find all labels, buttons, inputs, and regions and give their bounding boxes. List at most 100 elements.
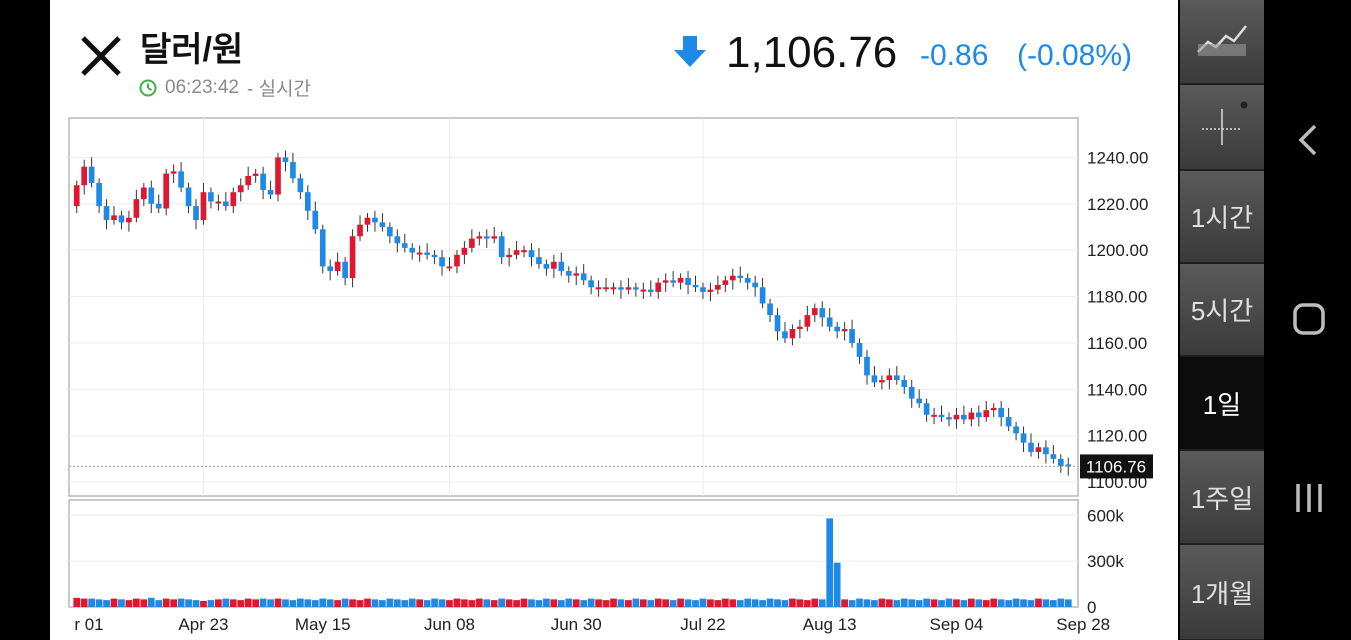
candle-body <box>461 247 468 255</box>
candle-body <box>424 252 430 255</box>
back-button[interactable] <box>1266 120 1351 160</box>
interval-label: 1일 <box>1202 389 1242 420</box>
chart-type-button[interactable] <box>1180 0 1264 84</box>
candle-body <box>767 303 773 316</box>
candle-body <box>1005 417 1012 427</box>
volume-bar <box>222 598 230 607</box>
candle-body <box>379 222 386 227</box>
volume-bar <box>297 598 304 607</box>
chevron-left-icon <box>1298 124 1316 156</box>
candle-body <box>372 217 378 223</box>
candle-body <box>387 226 393 237</box>
candle-body <box>431 254 438 258</box>
candle-body <box>267 189 274 195</box>
volume-bar <box>215 599 222 607</box>
volume-bar <box>244 598 252 607</box>
candle-body <box>961 414 967 420</box>
candle-body <box>595 287 602 290</box>
crosshair-icon <box>1202 101 1248 145</box>
volume-bar <box>125 600 133 607</box>
candle-body <box>811 308 818 316</box>
volume-bar <box>848 600 856 607</box>
candle-body <box>208 192 214 202</box>
candle-body <box>312 210 319 230</box>
volume-bar <box>438 599 446 607</box>
volume-bar <box>684 599 692 607</box>
recent-apps-icon <box>1295 484 1322 512</box>
candle-body <box>819 308 826 318</box>
home-button[interactable] <box>1266 299 1351 339</box>
candle-body <box>834 326 840 332</box>
interval-label: 1시간 <box>1190 203 1254 233</box>
volume-bar <box>967 598 975 607</box>
time-axis-label: May 15 <box>295 615 351 634</box>
candle-body <box>640 289 647 292</box>
interval-1w-button[interactable]: 1주일 <box>1180 451 1264 544</box>
volume-bar <box>610 598 617 607</box>
candle-body <box>886 375 893 381</box>
volume-bar <box>274 598 282 607</box>
volume-axis-label: 0 <box>1087 598 1096 617</box>
volume-bar <box>893 600 901 607</box>
volume-bar <box>602 600 610 607</box>
candle-body <box>774 315 781 332</box>
candle-body <box>327 266 334 272</box>
realtime-label: - 실시간 <box>246 79 312 100</box>
volume-bar <box>789 598 796 607</box>
volume-bar <box>393 599 401 607</box>
volume-bar <box>751 599 759 607</box>
candle-body <box>155 203 162 209</box>
candle-body <box>1043 447 1049 455</box>
candle-body <box>446 266 453 269</box>
volume-bar <box>229 599 237 607</box>
interval-1d-button[interactable]: 1일 <box>1180 357 1264 450</box>
volume-bar <box>796 599 804 607</box>
candle-body <box>521 250 527 253</box>
candle-body <box>200 192 207 221</box>
recent-apps-button[interactable] <box>1266 478 1351 518</box>
volume-bar <box>147 597 155 607</box>
candle-body <box>931 414 937 417</box>
volume-bar <box>1035 598 1042 607</box>
volume-bar <box>639 599 647 607</box>
volume-plot-frame <box>68 499 1079 608</box>
price-change: -0.86 <box>920 39 989 72</box>
volume-bar <box>550 599 558 607</box>
candle-body <box>334 261 341 272</box>
crosshair-button[interactable] <box>1180 85 1264 170</box>
interval-1h-button[interactable]: 1시간 <box>1180 171 1264 263</box>
price-chart[interactable]: 1240.00 1220.00 1200.00 1180.00 1160.00 1140.… <box>50 0 1178 640</box>
volume-bar <box>841 599 848 607</box>
time-axis-label: Sep 04 <box>929 615 983 634</box>
volume-bar <box>423 600 431 607</box>
volume-bar <box>177 598 185 607</box>
close-icon[interactable] <box>78 33 124 79</box>
candle-body <box>893 375 900 381</box>
line-chart-icon <box>1197 24 1247 56</box>
interval-5h-button[interactable]: 5시간 <box>1180 264 1264 356</box>
interval-1m-button[interactable]: 1개월 <box>1180 545 1264 640</box>
candle-body <box>230 192 237 207</box>
volume-bar <box>304 599 312 607</box>
time-axis-label: r 01 <box>74 615 103 634</box>
volume-bar <box>200 600 207 607</box>
candle-body <box>588 280 594 288</box>
home-icon <box>1292 303 1325 335</box>
market-status: 06:23:42 - 실시간 <box>139 74 311 101</box>
candle-body <box>148 187 155 204</box>
candle-body <box>804 315 811 327</box>
candle-body <box>342 261 348 279</box>
price-axis-label: 1120.00 <box>1087 427 1147 446</box>
candle-body <box>901 380 908 388</box>
candle-body <box>483 236 490 239</box>
candle-body <box>864 356 870 376</box>
volume-bar <box>669 600 677 607</box>
candle-body <box>170 171 177 174</box>
volume-bar <box>155 600 163 607</box>
volume-bar <box>953 599 960 607</box>
candle-body <box>551 261 557 269</box>
candle-body <box>476 236 483 239</box>
price-change-percent: (-0.08%) <box>1017 39 1133 72</box>
volume-bar <box>945 598 953 607</box>
volume-bar <box>572 599 580 607</box>
